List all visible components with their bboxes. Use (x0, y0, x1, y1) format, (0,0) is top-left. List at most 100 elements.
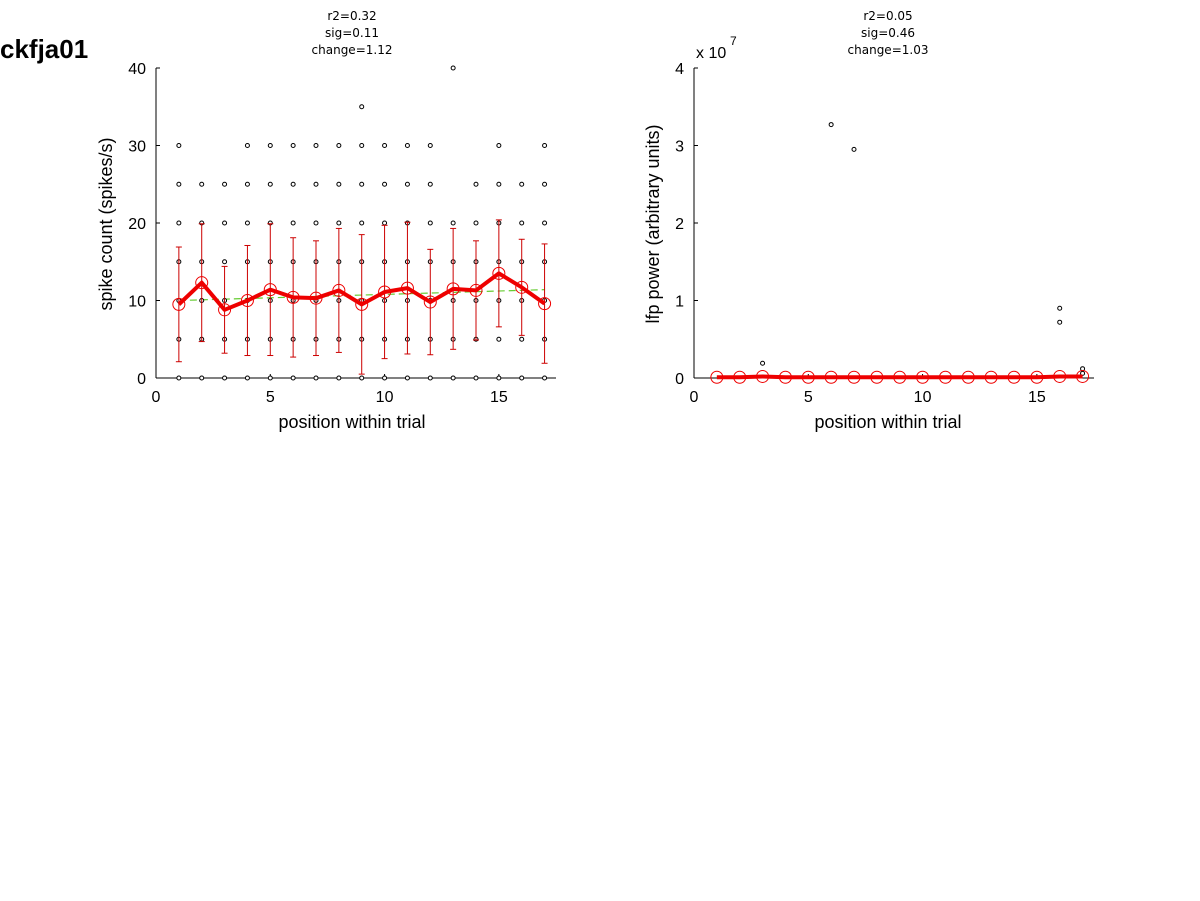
chart1-point-x9-6 (359, 143, 365, 148)
chart2-mean-point-14 (1007, 370, 1021, 384)
chart1-point-x14-5 (473, 181, 479, 187)
chart2-mean-point-10 (916, 370, 930, 384)
chart1-point-x15-0 (496, 375, 502, 381)
chart1-point-x6-4 (290, 220, 296, 226)
chart1-point-x14-4 (473, 220, 479, 226)
chart1-point-x9-7 (359, 104, 365, 110)
chart1-mean-point-5 (263, 283, 277, 297)
chart1-point-x3-5 (222, 181, 228, 187)
chart2-mean-point-11 (938, 370, 952, 384)
chart2-mean-point-5 (801, 370, 815, 384)
chart1-point-x8-6 (336, 143, 342, 148)
chart1-point-x4-0 (244, 375, 250, 381)
chart1-point-x8-5 (336, 181, 342, 187)
chart2-y-tick-label-2: 2 (675, 216, 684, 233)
chart1-mean-line (177, 271, 546, 312)
chart-lfp-power: r2=0.05 sig=0.46 change=1.03 x 10 7 0 5 10… (643, 9, 1094, 432)
chart2-mean-point-9 (893, 370, 907, 384)
chart1-point-x10-6 (382, 143, 388, 148)
chart1-point-x17-6 (542, 143, 548, 148)
chart2-y-multiplier: x 10 (696, 45, 726, 62)
chart1-point-x16-1 (519, 336, 525, 342)
chart2-title-line-2: sig=0.46 (861, 26, 915, 40)
chart2-mean-point-2 (733, 370, 747, 384)
chart2-y-tick-label-4: 4 (675, 61, 684, 78)
figure-title: ckfja01 (0, 34, 88, 64)
chart1-point-x5-5 (267, 181, 273, 187)
chart1-point-x3-4 (222, 220, 228, 226)
chart1-mean-point-15 (492, 266, 506, 280)
chart1-x-label: position within trial (278, 412, 425, 432)
chart2-x-tick-label-0: 0 (690, 389, 699, 406)
chart2-point-x3-0 (760, 360, 766, 366)
chart1-point-x4-5 (244, 181, 250, 187)
chart1-point-x4-4 (244, 220, 250, 226)
chart1-point-x12-0 (427, 375, 433, 381)
chart1-point-x1-5 (176, 181, 182, 187)
chart1-x-tick-label-2: 10 (376, 389, 394, 406)
chart1-title-line-1: r2=0.32 (327, 9, 376, 23)
chart1-point-x15-6 (496, 143, 502, 148)
chart1-point-x14-0 (473, 375, 479, 381)
chart1-point-x8-4 (336, 220, 342, 226)
chart2-title-line-1: r2=0.05 (863, 9, 912, 23)
chart1-point-x7-0 (313, 375, 319, 381)
chart1-point-x12-4 (427, 220, 433, 226)
chart1-point-x2-5 (199, 181, 205, 187)
chart2-mean-point-15 (1030, 370, 1044, 384)
chart1-mean-point-7 (309, 291, 323, 305)
chart1-mean-point-13 (446, 282, 460, 296)
chart2-y-tick-label-0: 0 (675, 371, 684, 388)
chart1-point-x8-0 (336, 375, 342, 381)
chart1-mean-point-12 (423, 295, 437, 309)
chart1-point-x15-1 (496, 336, 502, 342)
chart1-point-x9-4 (359, 220, 365, 226)
chart2-y-label: lfp power (arbitrary units) (643, 124, 663, 323)
chart1-point-x7-4 (313, 220, 319, 226)
chart1-title-line-2: sig=0.11 (325, 26, 379, 40)
chart1-mean-point-9 (355, 297, 369, 311)
chart2-mean-point-12 (961, 370, 975, 384)
chart1-x-tick-label-3: 15 (490, 389, 508, 406)
chart1-y-tick-label-3: 30 (128, 139, 146, 156)
chart1-y-tick-label-0: 0 (137, 371, 146, 388)
chart2-mean-point-3 (756, 369, 770, 383)
chart2-point-x7-0 (851, 146, 857, 152)
chart2-mean-line (716, 374, 1083, 380)
chart1-mean-point-11 (400, 281, 414, 295)
chart1-y-tick-label-1: 10 (128, 294, 146, 311)
chart1-title-line-3: change=1.12 (312, 43, 393, 57)
chart1-mean-point-3 (218, 303, 232, 317)
chart2-mean-point-1 (710, 370, 724, 384)
chart1-point-x4-6 (244, 143, 250, 148)
chart1-point-x12-5 (427, 181, 433, 187)
chart1-point-x11-0 (404, 375, 410, 381)
chart1-mean-point-4 (240, 294, 254, 307)
chart-spike-count: r2=0.32 sig=0.11 change=1.12 0 5 10 15 0 10 20… (96, 9, 556, 432)
chart1-point-x16-0 (519, 375, 525, 381)
chart2-x-tick-label-3: 15 (1028, 389, 1046, 406)
chart1-point-x7-6 (313, 143, 319, 148)
chart1-point-x10-5 (382, 181, 388, 187)
chart1-point-x13-5 (450, 65, 456, 71)
chart2-x-tick-label-2: 10 (914, 389, 932, 406)
chart1-point-x15-5 (496, 181, 502, 187)
chart1-x-tick-label-0: 0 (152, 389, 161, 406)
chart1-point-x9-0 (359, 375, 365, 381)
chart1-point-x17-0 (542, 375, 548, 381)
chart2-point-x6-0 (828, 122, 834, 128)
chart1-point-x3-0 (222, 375, 228, 381)
chart1-mean-point-17 (538, 297, 552, 311)
chart2-mean-point-17 (1076, 369, 1090, 383)
chart1-point-x12-6 (427, 143, 433, 148)
chart1-point-x16-4 (519, 220, 525, 226)
chart2-mean-point-4 (778, 370, 792, 384)
chart1-mean-point-1 (172, 297, 186, 311)
chart2-mean-point-6 (824, 370, 838, 384)
chart1-point-x3-3 (222, 259, 228, 265)
chart1-point-x6-0 (290, 375, 296, 381)
chart1-point-x10-4 (382, 220, 388, 226)
chart2-x-label: position within trial (814, 412, 961, 432)
chart1-point-x17-4 (542, 220, 548, 226)
